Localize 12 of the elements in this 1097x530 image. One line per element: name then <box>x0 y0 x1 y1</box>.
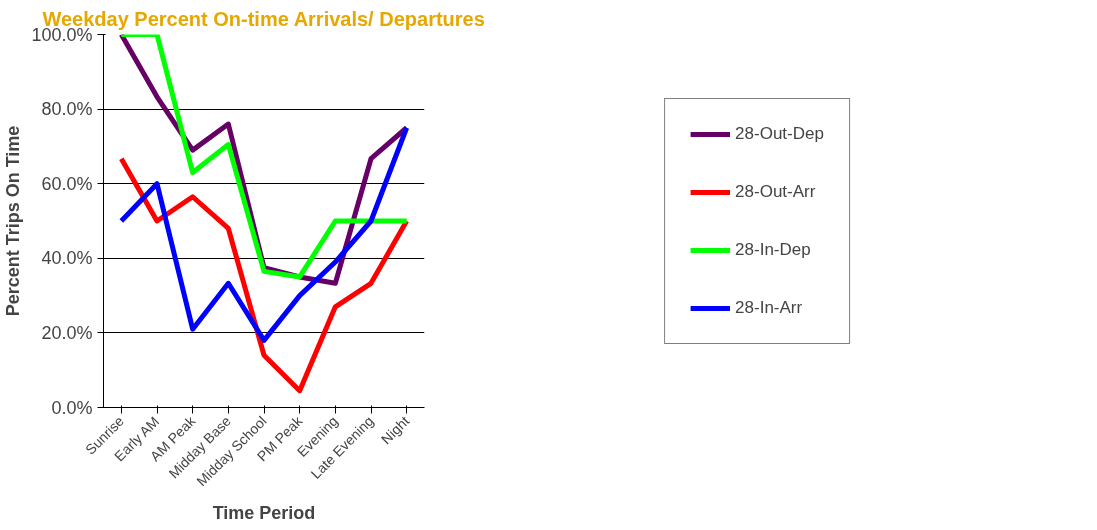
legend-label: 28-In-Arr <box>735 297 803 318</box>
y-tick-label: 40.0% <box>41 248 93 269</box>
x-axis-title: Time Period <box>212 502 316 523</box>
chart-title: Weekday Percent On-time Arrivals/ Departures <box>42 7 485 30</box>
legend-label: 28-Out-Arr <box>735 181 816 202</box>
legend-label: 28-Out-Dep <box>735 123 824 144</box>
legend-label: 28-In-Dep <box>735 239 811 260</box>
y-tick-label: 60.0% <box>41 173 93 194</box>
y-tick-label: 80.0% <box>41 99 93 120</box>
y-tick-label: 0.0% <box>51 397 93 418</box>
y-axis-title: Percent Trips On Time <box>3 125 24 317</box>
y-tick-label: 20.0% <box>41 322 93 343</box>
